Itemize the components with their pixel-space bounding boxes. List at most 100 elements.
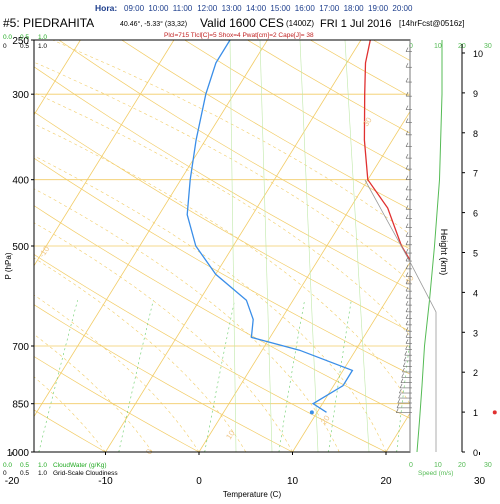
bottom-cloudiness-title: Grid-Scale Cloudiness	[53, 470, 118, 477]
speed-tick-bottom-1: 10	[434, 462, 442, 469]
wind-barb-tick-316	[406, 106, 408, 110]
wind-barb-tick-694	[406, 339, 408, 343]
x-label--10: -10	[98, 476, 113, 487]
height-label-10: 10	[473, 49, 483, 59]
dewpoint-line	[187, 40, 352, 412]
time-bar-hour-1400: 14:00	[246, 4, 267, 13]
stability-indices: Plcl=715 Tlcl[C]=5 Shox=4 Pwat[cm]=2 Cap…	[164, 32, 314, 39]
plot-area-group	[0, 40, 500, 452]
surface-dewpoint-dot	[310, 410, 314, 414]
wind-barb-tick-274	[406, 63, 408, 67]
wind-barb-tick-862	[397, 404, 399, 408]
speed-tick-bottom-0: 0	[409, 462, 413, 469]
wind-barb-tick-624	[406, 308, 408, 312]
wind-barb-tick-806	[400, 384, 402, 388]
p-label-250: 250	[12, 36, 29, 47]
wind-barb-tick-428	[406, 196, 408, 200]
wind-barb-tick-722	[405, 351, 407, 355]
height-label-5: 5	[473, 248, 478, 258]
wind-barb-tick-820	[399, 389, 401, 393]
bottom-cloudiness-tick-1: 0.5	[20, 470, 29, 477]
valid-time: Valid 1600 CES	[200, 16, 284, 30]
time-bar-hour-1300: 13:00	[222, 4, 243, 13]
wind-barb-tick-596	[406, 294, 408, 298]
mixing-ratio-1	[39, 300, 78, 452]
isotherm-label-30: 30	[361, 115, 374, 128]
p-label-400: 400	[12, 176, 29, 187]
time-bar-hour-1600: 16:00	[295, 4, 316, 13]
utc-time: (1400Z)	[286, 19, 314, 28]
y-axis-title: P (hPa)	[4, 252, 13, 279]
time-bar-hour-1200: 12:00	[197, 4, 218, 13]
speed-profile-line	[417, 40, 442, 452]
terrain-outline	[365, 180, 436, 452]
time-bar-label: Hora:	[95, 3, 117, 13]
height-axis-title: Height (km)	[439, 229, 449, 276]
bottom-cloudiness-tick-2: 1.0	[38, 470, 47, 477]
height-label-3: 3	[473, 328, 478, 338]
isotherm-label-10: 10	[224, 428, 237, 441]
wind-barb-tick-498	[406, 241, 408, 245]
wind-barb-tick-834	[399, 394, 401, 398]
bottom-cloudwater-tick-2: 1.0	[38, 462, 47, 469]
time-bar-hour-1000: 10:00	[148, 4, 169, 13]
time-bar-hour-1500: 15:00	[270, 4, 291, 13]
forecast-run: [14hrFcst@0516z]	[399, 19, 464, 28]
wind-barb-tick-652	[406, 321, 408, 325]
x-axis-title: Temperature (C)	[223, 490, 282, 499]
height-label-2: 2	[473, 368, 478, 378]
wind-barb-tick-750	[403, 363, 405, 367]
speed-tick-top-1: 10	[434, 43, 442, 50]
p-label-300: 300	[12, 90, 29, 101]
x-label-30: 30	[474, 476, 486, 487]
time-bar-hour-2000: 20:00	[392, 4, 413, 13]
x-label--20: -20	[5, 476, 20, 487]
height-label-8: 8	[473, 129, 478, 139]
wind-barb-tick-638	[406, 314, 408, 318]
top-cloudiness-tick-2: 1.0	[38, 43, 47, 50]
wind-barb-tick-792	[401, 379, 403, 383]
wind-barb-tick-372	[406, 154, 408, 158]
time-bar-hour-1100: 11:00	[173, 4, 193, 13]
wind-barb-tick-736	[404, 357, 406, 361]
parcel-line	[418, 359, 495, 413]
wind-barb-tick-456	[406, 215, 408, 219]
mixing-ratio-7	[458, 300, 473, 452]
forecast-date: FRI 1 Jul 2016	[320, 18, 392, 30]
wind-barb-tick-848	[398, 399, 400, 403]
isotherm-label-20: 20	[319, 413, 332, 426]
x-label-20: 20	[380, 476, 392, 487]
wind-barb-tick-680	[406, 333, 408, 337]
wind-barb-tick-400	[406, 176, 408, 180]
wind-barb-tick-470	[406, 224, 408, 228]
wind-barb-tick-330	[406, 119, 408, 123]
isotherm-30	[480, 40, 500, 452]
wind-barb-tick-414	[406, 186, 408, 190]
station-title: #5: PIEDRAHITA	[3, 16, 94, 30]
height-label-7: 7	[473, 169, 478, 179]
height-label-1: 1	[473, 408, 478, 418]
speed-tick-bottom-2: 20	[458, 462, 466, 469]
wind-barb-tick-260	[406, 48, 408, 52]
p-label-1000: 1000	[7, 448, 30, 459]
height-label-0: 0	[473, 448, 478, 458]
height-label-6: 6	[473, 209, 478, 219]
top-cloudiness-tick-0: 0	[3, 43, 7, 50]
wind-barb-tick-778	[402, 373, 404, 377]
time-bar-hour-1700: 17:00	[319, 4, 340, 13]
bottom-cloudwater-tick-1: 0.5	[20, 462, 29, 469]
wind-barb-tick-358	[406, 143, 408, 147]
wind-barb-tick-610	[406, 301, 408, 305]
p-label-700: 700	[12, 342, 29, 353]
station-coords: 40.46°, -5.33° (33,32)	[120, 20, 187, 28]
wind-barb-tick-288	[406, 78, 408, 82]
time-bar-hour-1900: 19:00	[368, 4, 389, 13]
speed-tick-top-3: 30	[484, 43, 492, 50]
bottom-cloudwater-title: CloudWater (g/Kg)	[53, 462, 107, 469]
wind-barb-tick-386	[406, 165, 408, 169]
bottom-cloudwater-tick-0: 0.0	[3, 462, 12, 469]
bottom-cloudiness-tick-0: 0	[3, 470, 7, 477]
speed-tick-bottom-3: 30	[484, 462, 492, 469]
